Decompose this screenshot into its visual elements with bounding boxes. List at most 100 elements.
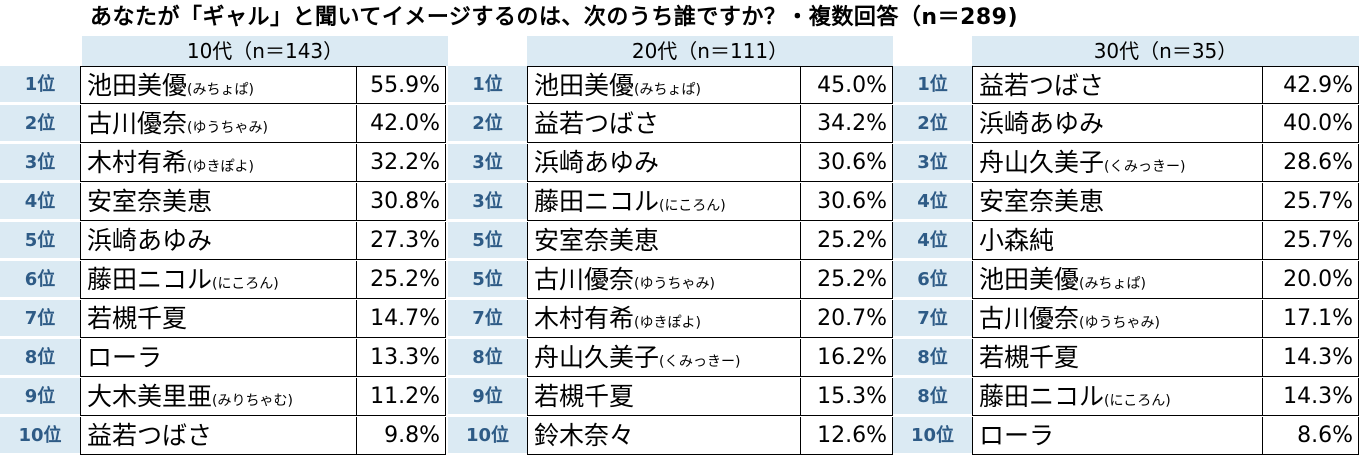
rank-cell: 5位 <box>448 261 527 299</box>
table-row: 2位 益若つばさ 34.2% <box>448 105 893 143</box>
rank-cell: 4位 <box>0 183 80 221</box>
name-cell: 藤田ニコル(にころん) <box>972 378 1262 416</box>
title-row: あなたが「ギャル」と聞いてイメージするのは、次のうち誰ですか？・複数回答（n＝2… <box>0 0 1359 36</box>
percentage-cell: 12.6% <box>800 417 893 455</box>
percentage-cell: 20.7% <box>800 300 893 338</box>
name-reading: (にころん) <box>212 276 279 292</box>
table-row: 5位 浜崎あゆみ 27.3% <box>0 222 446 260</box>
percentage-cell: 55.9% <box>356 66 446 104</box>
table-row: 4位 安室奈美恵 25.7% <box>893 183 1359 221</box>
percentage-cell: 28.6% <box>1262 144 1359 182</box>
table-row: 7位 古川優奈(ゆうちゃみ) 17.1% <box>893 300 1359 338</box>
table-row: 1位 池田美優(みちょぱ) 55.9% <box>0 66 446 104</box>
name-cell: ローラ <box>972 417 1262 455</box>
name-cell: 安室奈美恵 <box>527 222 800 260</box>
percentage-cell: 30.6% <box>800 144 893 182</box>
name-reading: (くみっきー) <box>1104 159 1186 175</box>
name-reading: (みちょぱ) <box>1079 276 1146 292</box>
percentage-cell: 20.0% <box>1262 261 1359 299</box>
person-name: 若槻千夏 <box>534 382 635 411</box>
table-row: 5位 安室奈美恵 25.2% <box>448 222 893 260</box>
rank-cell: 8位 <box>0 339 80 377</box>
table-row: 5位 古川優奈(ゆうちゃみ) 25.2% <box>448 261 893 299</box>
person-name: 藤田ニコル <box>87 265 213 294</box>
person-name: 益若つばさ <box>979 71 1105 100</box>
percentage-cell: 30.8% <box>356 183 446 221</box>
name-reading: (にころん) <box>659 198 726 214</box>
person-name: 浜崎あゆみ <box>87 226 213 255</box>
percentage-cell: 25.7% <box>1262 183 1359 221</box>
rank-cell: 6位 <box>893 261 972 299</box>
percentage-cell: 16.2% <box>800 339 893 377</box>
table-row: 9位 若槻千夏 15.3% <box>448 378 893 416</box>
table-row: 4位 小森純 25.7% <box>893 222 1359 260</box>
name-cell: 池田美優(みちょぱ) <box>80 66 356 104</box>
table-row: 2位 浜崎あゆみ 40.0% <box>893 105 1359 143</box>
person-name: 藤田ニコル <box>979 382 1105 411</box>
name-cell: 古川優奈(ゆうちゃみ) <box>972 300 1262 338</box>
name-reading: (ゆきぽよ) <box>634 315 701 331</box>
table-row: 7位 木村有希(ゆきぽよ) 20.7% <box>448 300 893 338</box>
person-name: 安室奈美恵 <box>534 226 660 255</box>
person-name: 益若つばさ <box>87 421 213 450</box>
person-name: ローラ <box>979 421 1055 450</box>
table-row: 1位 池田美優(みちょぱ) 45.0% <box>448 66 893 104</box>
name-cell: 益若つばさ <box>80 417 356 455</box>
name-cell: 古川優奈(ゆうちゃみ) <box>80 105 356 143</box>
name-reading: (にころん) <box>1104 393 1171 409</box>
page-title: あなたが「ギャル」と聞いてイメージするのは、次のうち誰ですか？・複数回答（n＝2… <box>82 2 1265 34</box>
person-name: 木村有希 <box>534 304 635 333</box>
table-row: 10位 ローラ 8.6% <box>893 417 1359 455</box>
name-cell: 池田美優(みちょぱ) <box>527 66 800 104</box>
person-name: 鈴木奈々 <box>534 421 635 450</box>
person-name: 池田美優 <box>87 71 188 100</box>
name-reading: (ゆきぽよ) <box>187 159 254 175</box>
rank-cell: 9位 <box>0 378 80 416</box>
name-cell: 浜崎あゆみ <box>527 144 800 182</box>
name-cell: 舟山久美子(くみっきー) <box>972 144 1262 182</box>
rank-cell: 3位 <box>448 183 527 221</box>
percentage-cell: 14.3% <box>1262 339 1359 377</box>
name-cell: 池田美優(みちょぱ) <box>972 261 1262 299</box>
percentage-cell: 25.2% <box>800 261 893 299</box>
rank-cell: 8位 <box>893 339 972 377</box>
group-header-30s: 30代（n＝35） <box>972 36 1359 67</box>
rank-cell: 7位 <box>0 300 80 338</box>
rank-cell: 9位 <box>448 378 527 416</box>
rank-cell: 5位 <box>0 222 80 260</box>
rank-cell: 2位 <box>893 105 972 143</box>
table-row: 3位 舟山久美子(くみっきー) 28.6% <box>893 144 1359 182</box>
name-cell: 木村有希(ゆきぽよ) <box>527 300 800 338</box>
table-row: 1位 益若つばさ 42.9% <box>893 66 1359 104</box>
percentage-cell: 34.2% <box>800 105 893 143</box>
percentage-cell: 30.6% <box>800 183 893 221</box>
rank-cell: 5位 <box>448 222 527 260</box>
percentage-cell: 14.3% <box>1262 378 1359 416</box>
rank-cell: 7位 <box>448 300 527 338</box>
name-cell: 若槻千夏 <box>527 378 800 416</box>
person-name: 浜崎あゆみ <box>534 148 660 177</box>
name-cell: 浜崎あゆみ <box>972 105 1262 143</box>
rank-cell: 8位 <box>448 339 527 377</box>
name-cell: 木村有希(ゆきぽよ) <box>80 144 356 182</box>
rank-cell: 4位 <box>893 183 972 221</box>
percentage-cell: 8.6% <box>1262 417 1359 455</box>
table-row: 3位 浜崎あゆみ 30.6% <box>448 144 893 182</box>
person-name: 若槻千夏 <box>979 343 1080 372</box>
person-name: 若槻千夏 <box>87 304 188 333</box>
table-row: 3位 木村有希(ゆきぽよ) 32.2% <box>0 144 446 182</box>
table-row: 3位 藤田ニコル(にころん) 30.6% <box>448 183 893 221</box>
person-name: 古川優奈 <box>979 304 1080 333</box>
person-name: 舟山久美子 <box>979 148 1105 177</box>
name-cell: 安室奈美恵 <box>972 183 1262 221</box>
person-name: 安室奈美恵 <box>87 187 213 216</box>
person-name: 池田美優 <box>979 265 1080 294</box>
table-row: 4位 安室奈美恵 30.8% <box>0 183 446 221</box>
table-row: 10位 鈴木奈々 12.6% <box>448 417 893 455</box>
person-name: ローラ <box>87 343 163 372</box>
table-row: 8位 舟山久美子(くみっきー) 16.2% <box>448 339 893 377</box>
percentage-cell: 42.0% <box>356 105 446 143</box>
name-cell: 安室奈美恵 <box>80 183 356 221</box>
name-cell: 益若つばさ <box>972 66 1262 104</box>
table-row: 8位 ローラ 13.3% <box>0 339 446 377</box>
